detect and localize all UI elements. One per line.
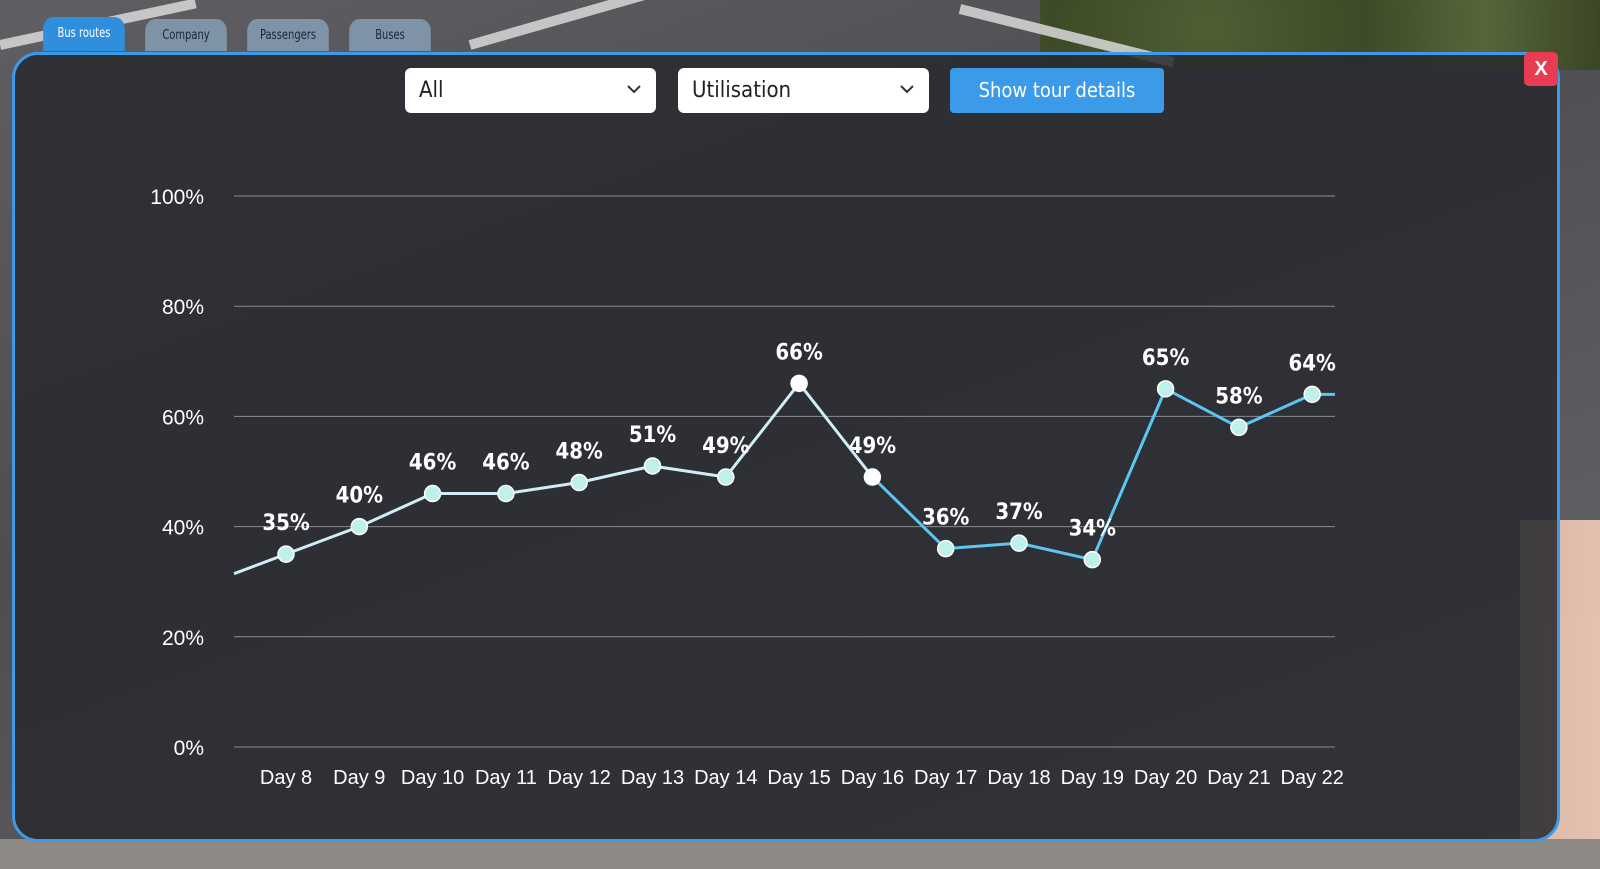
data-point <box>1010 534 1028 552</box>
tab-company[interactable]: Company <box>145 19 227 51</box>
data-point <box>643 457 662 475</box>
x-tick-label: Day 20 <box>1134 767 1197 789</box>
data-label: 66% <box>775 340 823 365</box>
x-tick-label: Day 22 <box>1281 767 1344 789</box>
tab-bus-routes[interactable]: Bus routes <box>43 17 125 51</box>
y-tick-label: 0% <box>174 737 204 760</box>
background-ground <box>0 839 1600 869</box>
route-select[interactable]: All <box>405 68 656 113</box>
data-label: 64% <box>1289 351 1337 376</box>
y-tick-label: 20% <box>162 627 204 650</box>
data-label: 35% <box>262 511 310 536</box>
series-line-segment <box>1238 392 1313 429</box>
statistics-panel <box>12 52 1560 842</box>
data-label: 58% <box>1215 384 1263 409</box>
x-tick-label: Day 16 <box>841 767 904 789</box>
data-label: 51% <box>629 423 677 448</box>
data-point <box>423 484 442 503</box>
x-tick-label: Day 8 <box>260 767 312 789</box>
data-point <box>1303 385 1321 404</box>
x-tick-label: Day 11 <box>475 767 537 789</box>
data-point <box>717 468 735 486</box>
x-tick-label: Day 10 <box>401 767 464 789</box>
series-line-segment <box>1164 387 1240 429</box>
tab-buses[interactable]: Buses <box>349 19 431 51</box>
data-point <box>936 539 955 558</box>
series-line-segment <box>578 464 653 484</box>
route-select-value: All <box>419 78 444 103</box>
data-point <box>350 517 369 536</box>
data-label: 46% <box>482 451 530 476</box>
series-line-segment <box>871 475 947 550</box>
data-label: 46% <box>409 451 457 476</box>
series-line-segment <box>1018 541 1093 562</box>
y-tick-label: 100% <box>150 186 204 209</box>
data-label: 49% <box>702 434 750 459</box>
series-line-segment <box>724 382 801 478</box>
series-line-segment <box>1090 388 1167 561</box>
x-tick-label: Day 18 <box>987 767 1050 789</box>
data-label: 49% <box>849 434 897 459</box>
data-label: 48% <box>556 440 604 465</box>
close-button[interactable]: X <box>1524 52 1558 86</box>
x-tick-label: Day 9 <box>333 767 385 789</box>
show-tour-details-button[interactable]: Show tour details <box>950 68 1164 113</box>
tab-bar: Bus routes Company Passengers Buses <box>36 17 438 51</box>
data-label: 40% <box>336 484 384 509</box>
data-point <box>497 484 515 503</box>
data-label: 65% <box>1142 346 1190 371</box>
data-point <box>570 473 588 492</box>
y-tick-label: 40% <box>162 517 204 540</box>
data-point <box>1230 418 1248 437</box>
data-point <box>277 545 295 563</box>
series-line-segment <box>358 492 434 528</box>
chevron-down-icon <box>900 85 914 94</box>
x-tick-label: Day 15 <box>767 767 830 789</box>
data-point <box>1083 550 1102 569</box>
series-line-segment <box>285 525 360 556</box>
data-point <box>1156 380 1175 398</box>
metric-select[interactable]: Utilisation <box>678 68 929 113</box>
data-point <box>790 374 808 393</box>
series-line-segment <box>505 481 580 496</box>
tab-passengers[interactable]: Passengers <box>247 19 329 51</box>
x-tick-label: Day 12 <box>548 767 611 789</box>
series-line-segment <box>652 464 727 479</box>
y-tick-label: 60% <box>162 406 204 429</box>
series-line-segment <box>797 382 874 478</box>
metric-select-value: Utilisation <box>692 78 792 103</box>
x-tick-label: Day 19 <box>1061 767 1124 789</box>
x-tick-label: Day 21 <box>1207 767 1270 789</box>
x-tick-label: Day 17 <box>914 767 977 789</box>
data-label: 36% <box>922 506 970 531</box>
x-tick-label: Day 13 <box>621 767 684 789</box>
series-line-segment <box>233 552 287 576</box>
y-tick-label: 80% <box>162 296 204 319</box>
data-label: 34% <box>1069 517 1117 542</box>
data-label: 37% <box>995 500 1043 525</box>
series-line-segment <box>945 541 1020 551</box>
chevron-down-icon <box>627 85 641 94</box>
x-tick-label: Day 14 <box>694 767 757 789</box>
data-point <box>863 468 882 486</box>
